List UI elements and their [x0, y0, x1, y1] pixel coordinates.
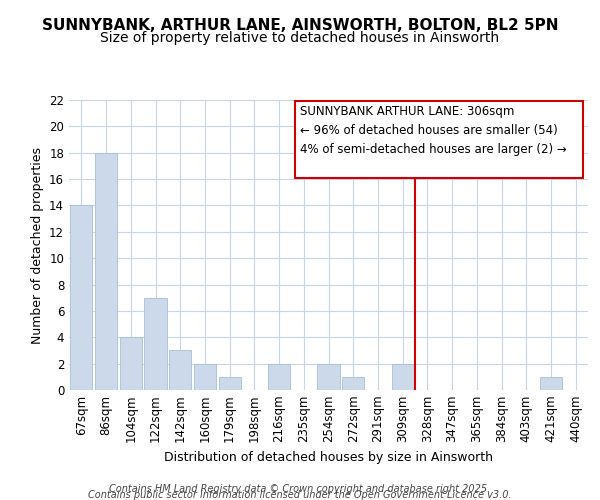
Text: SUNNYBANK, ARTHUR LANE, AINSWORTH, BOLTON, BL2 5PN: SUNNYBANK, ARTHUR LANE, AINSWORTH, BOLTO… [42, 18, 558, 32]
Bar [145, 298, 167, 390]
Bar [268, 364, 290, 390]
Text: Contains HM Land Registry data © Crown copyright and database right 2025.: Contains HM Land Registry data © Crown c… [109, 484, 491, 494]
Bar [342, 377, 364, 390]
Bar [119, 338, 142, 390]
Text: Contains public sector information licensed under the Open Government Licence v3: Contains public sector information licen… [88, 490, 512, 500]
Bar [317, 364, 340, 390]
Bar [540, 377, 562, 390]
Bar [70, 206, 92, 390]
Bar [95, 152, 117, 390]
Bar [194, 364, 216, 390]
Bar [392, 364, 414, 390]
Y-axis label: Number of detached properties: Number of detached properties [31, 146, 44, 344]
Bar [218, 377, 241, 390]
Text: Size of property relative to detached houses in Ainsworth: Size of property relative to detached ho… [100, 31, 500, 45]
Bar [169, 350, 191, 390]
Text: SUNNYBANK ARTHUR LANE: 306sqm
← 96% of detached houses are smaller (54)
4% of se: SUNNYBANK ARTHUR LANE: 306sqm ← 96% of d… [299, 106, 566, 156]
X-axis label: Distribution of detached houses by size in Ainsworth: Distribution of detached houses by size … [164, 451, 493, 464]
